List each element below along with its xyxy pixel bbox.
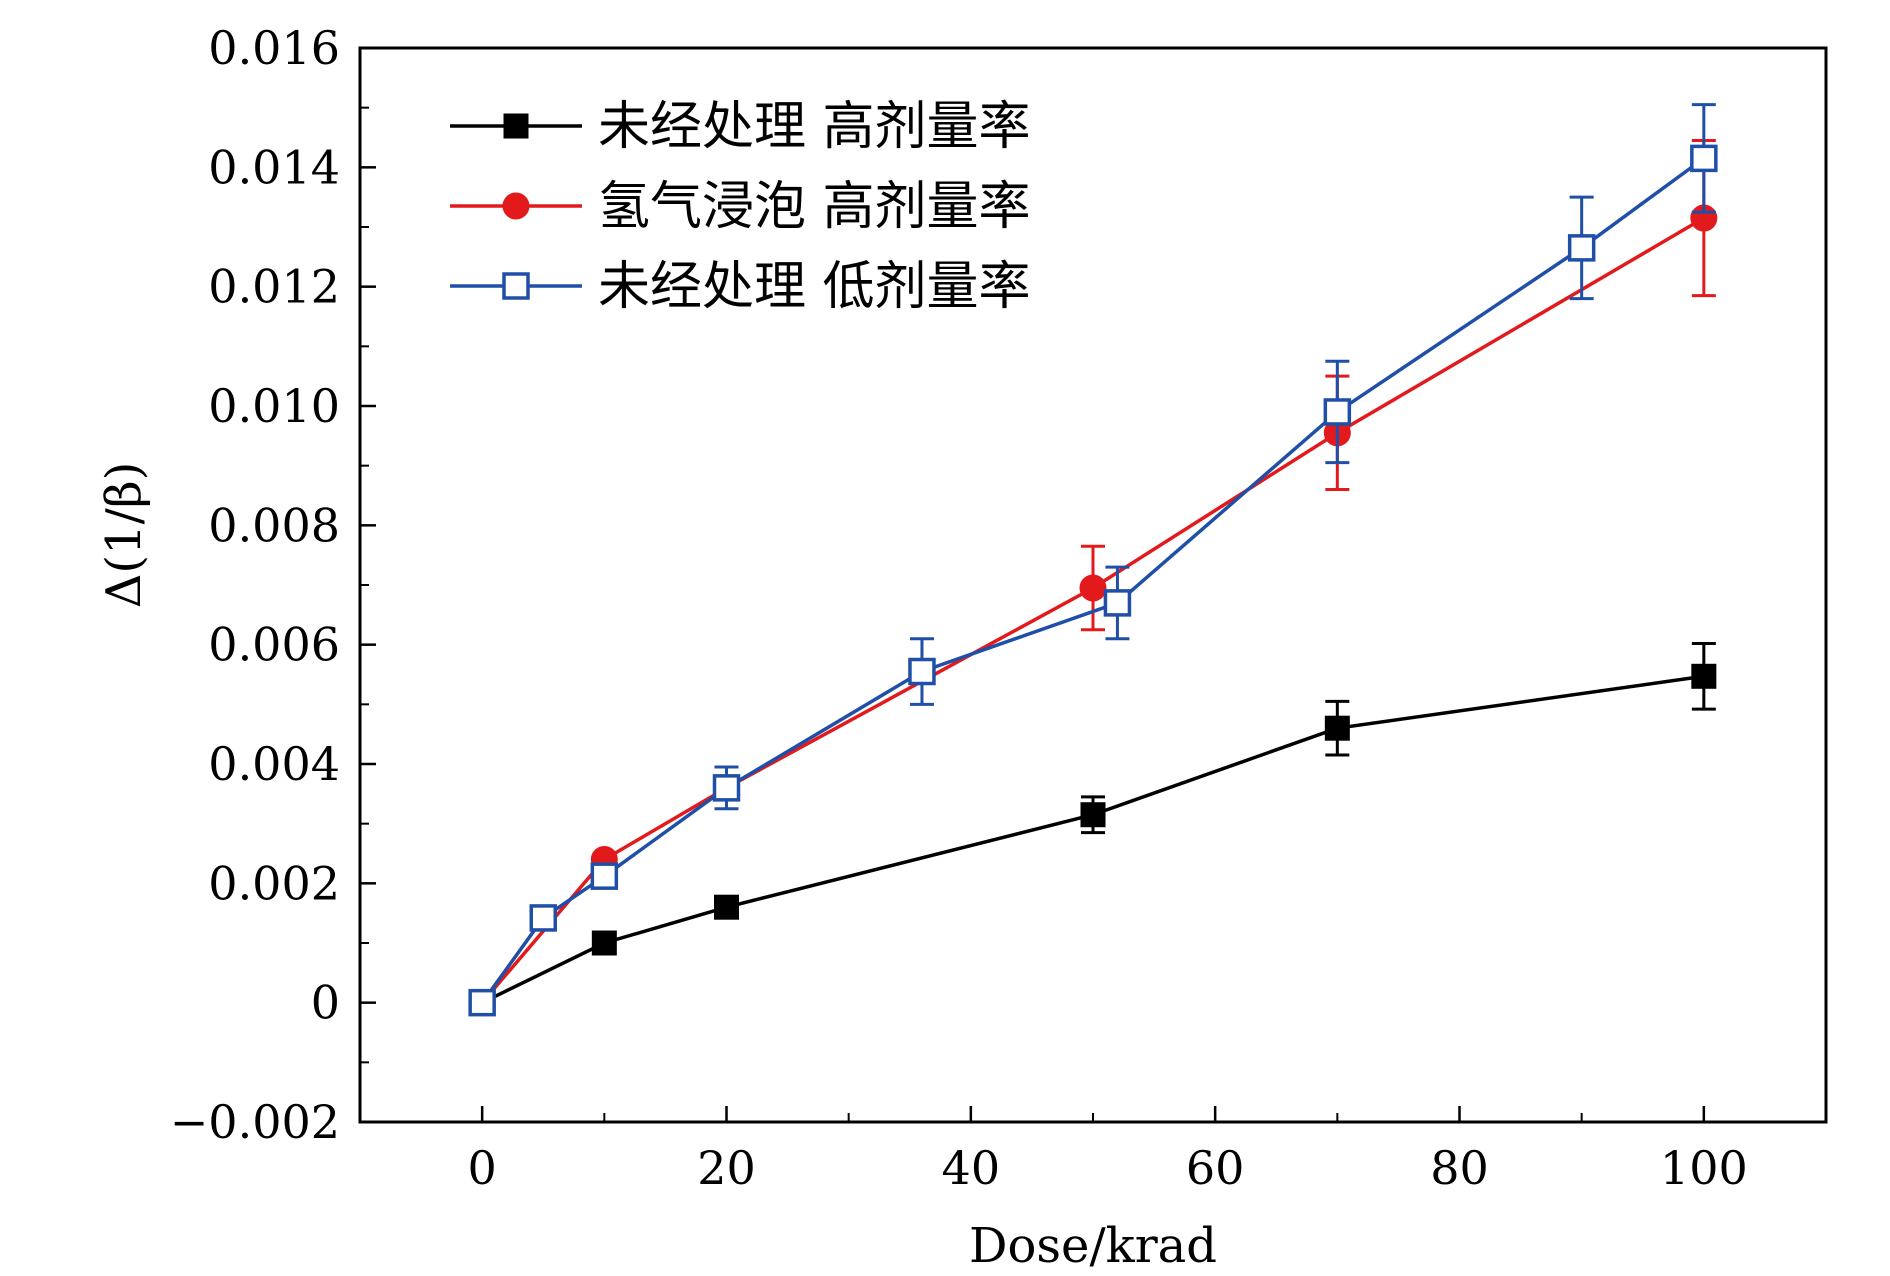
data-point	[1323, 398, 1352, 426]
data-point	[529, 904, 557, 932]
y-tick-label: 0.008	[208, 498, 340, 552]
y-tick-label: 0.004	[208, 737, 340, 791]
legend-label: 未经处理 低剂量率	[598, 257, 1031, 317]
data-point	[1691, 663, 1717, 689]
legend-label: 氢气浸泡 高剂量率	[598, 177, 1031, 237]
y-tick-label: 0.014	[208, 140, 340, 194]
data-point	[1103, 589, 1132, 617]
data-point	[468, 988, 496, 1017]
data-point	[1324, 715, 1350, 741]
data-point	[908, 657, 936, 686]
series-3	[468, 103, 1718, 1017]
legend-marker	[502, 272, 530, 300]
y-tick-label: −0.002	[170, 1095, 340, 1149]
y-tick-label: 0	[311, 976, 340, 1030]
y-tick-label: 0.016	[208, 21, 340, 75]
y-tick-label: 0.006	[208, 618, 340, 672]
x-tick-label: 0	[468, 1141, 497, 1195]
x-tick-label: 20	[697, 1141, 756, 1195]
legend-label: 未经处理 高剂量率	[598, 97, 1031, 157]
data-point	[591, 930, 617, 956]
y-tick-label: 0.010	[208, 379, 340, 433]
data-point	[590, 862, 619, 890]
data-point	[1079, 574, 1107, 602]
data-point	[714, 894, 739, 920]
y-axis-title: Δ(1/β)	[96, 462, 152, 609]
y-tick-label: 0.012	[208, 260, 340, 314]
series-line	[480, 216, 1705, 1004]
x-tick-label: 60	[1186, 1141, 1245, 1195]
legend-marker	[502, 192, 530, 220]
data-point	[1567, 234, 1596, 262]
x-axis-title: Dose/krad	[969, 1218, 1217, 1274]
data-point	[712, 774, 741, 802]
series-line	[481, 674, 1705, 1005]
data-point	[1690, 144, 1718, 173]
y-tick-label: 0.002	[208, 856, 340, 910]
legend-marker	[503, 113, 529, 139]
x-tick-label: 80	[1430, 1141, 1489, 1195]
x-tick-label: 100	[1660, 1141, 1748, 1195]
x-tick-label: 40	[942, 1141, 1001, 1195]
data-point	[1080, 802, 1106, 828]
